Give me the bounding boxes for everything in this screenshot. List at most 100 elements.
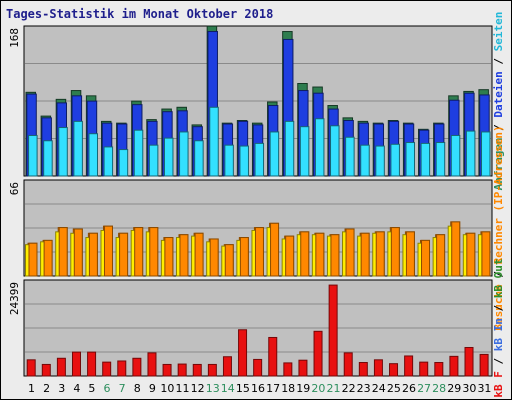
legend-bottom-panel-part-3: /: [492, 298, 505, 318]
bar-besuche-front-day-7: [119, 232, 129, 277]
x-tick-label-day-2: 2: [43, 382, 50, 395]
bar-seiten-day-3: [58, 127, 68, 177]
bar-seiten-day-15: [239, 145, 249, 177]
bar-seiten-day-21: [330, 125, 340, 177]
bar-kbf-day-2: [41, 363, 51, 377]
legend-top-panel-part-0: Anfragen: [492, 137, 505, 190]
bar-besuche-front-day-26: [405, 231, 415, 277]
bar-besuche-front-day-14: [224, 244, 234, 277]
bar-seiten-day-18: [284, 120, 295, 177]
bar-kbf-day-1: [26, 359, 36, 377]
bar-kbf-day-20: [313, 330, 323, 377]
bar-besuche-front-day-9: [149, 227, 159, 277]
bar-kbf-day-25: [389, 363, 399, 377]
bar-kbf-day-27: [419, 361, 429, 377]
x-tick-label-day-24: 24: [372, 382, 386, 395]
x-tick-label-day-18: 18: [281, 382, 295, 395]
bar-besuche-front-day-31: [481, 231, 491, 277]
x-tick-label-day-31: 31: [477, 382, 491, 395]
bar-seiten-day-22: [345, 136, 355, 177]
bar-besuche-front-day-6: [103, 225, 113, 277]
legend-middle-panel-part-1: /: [492, 264, 505, 284]
x-tick-label-day-15: 15: [236, 382, 250, 395]
bar-seiten-day-12: [194, 140, 204, 177]
bar-seiten-day-13: [209, 106, 219, 177]
bar-kbf-day-9: [147, 352, 157, 377]
bar-seiten-day-24: [375, 145, 385, 177]
bar-besuche-front-day-15: [239, 237, 249, 277]
x-tick-label-day-21: 21: [326, 382, 340, 395]
bar-seiten-day-5: [88, 133, 98, 177]
bar-seiten-day-27: [420, 142, 431, 177]
bar-kbf-day-26: [404, 355, 414, 377]
y-max-label: 66: [8, 182, 21, 195]
bar-besuche-front-day-11: [179, 234, 189, 277]
panel-2: 66: [8, 179, 493, 277]
legend-top-panel: Anfragen / Dateien / Seiten: [492, 12, 505, 191]
bar-besuche-front-day-27: [421, 239, 431, 277]
x-tick-label-day-7: 7: [119, 382, 126, 395]
y-max-label: 168: [8, 28, 21, 48]
bar-besuche-front-day-16: [254, 227, 264, 277]
y-max-label: 24399: [8, 282, 21, 315]
bar-kbf-day-17: [268, 336, 278, 377]
bar-seiten-day-17: [269, 131, 280, 177]
bar-kbf-day-6: [102, 361, 112, 377]
bar-seiten-day-7: [118, 149, 129, 177]
bar-seiten-day-20: [314, 118, 325, 177]
x-tick-label-day-11: 11: [176, 382, 190, 395]
bar-besuche-front-day-25: [390, 227, 400, 277]
x-tick-label-day-9: 9: [149, 382, 156, 395]
bar-besuche-front-day-5: [88, 232, 98, 277]
bar-seiten-day-30: [465, 130, 476, 177]
bar-besuche-front-day-21: [330, 234, 340, 277]
bar-kbf-day-28: [434, 362, 444, 377]
bar-seiten-day-25: [390, 143, 400, 177]
legend-top-panel-part-1: /: [492, 118, 505, 138]
x-tick-label-day-8: 8: [134, 382, 141, 395]
x-tick-label-day-10: 10: [160, 382, 174, 395]
bar-besuche-front-day-19: [300, 231, 310, 277]
x-tick-label-day-3: 3: [58, 382, 65, 395]
x-tick-label-day-25: 25: [387, 382, 401, 395]
x-tick-label-day-20: 20: [311, 382, 325, 395]
legend-top-panel-part-4: Seiten: [492, 12, 505, 52]
bar-kbf-day-15: [238, 329, 248, 377]
legend-middle-panel: Besuche / Rechner (IP-Adressen): [492, 125, 505, 330]
legend-bottom-panel-part-4: kB Out: [492, 258, 505, 298]
bar-seiten-day-23: [360, 144, 370, 177]
bar-kbf-day-14: [222, 356, 232, 377]
bar-besuche-front-day-3: [58, 227, 68, 277]
bar-kbf-day-30: [464, 346, 474, 377]
bar-seiten-day-1: [28, 134, 38, 177]
bar-seiten-day-19: [299, 126, 310, 177]
bar-kbf-day-23: [358, 362, 368, 377]
bar-besuche-front-day-29: [451, 221, 461, 277]
bar-besuche-front-day-23: [360, 232, 370, 277]
x-tick-label-day-1: 1: [28, 382, 35, 395]
bar-seiten-day-4: [73, 120, 83, 177]
bar-seiten-day-10: [163, 137, 174, 177]
x-tick-label-day-28: 28: [432, 382, 446, 395]
bar-kbf-day-3: [56, 357, 66, 377]
chart-title: Tages-Statistik im Monat Oktober 2018: [6, 7, 274, 21]
bar-kbf-day-11: [177, 363, 187, 377]
bar-kbf-day-4: [71, 351, 81, 377]
legend-top-panel-part-2: Dateien: [492, 71, 505, 117]
bar-seiten-day-29: [450, 134, 461, 177]
bar-seiten-day-9: [148, 144, 159, 177]
x-tick-label-day-22: 22: [342, 382, 356, 395]
bar-kbf-day-21: [328, 284, 338, 377]
legend-bottom-panel-part-1: /: [492, 351, 505, 371]
x-tick-label-day-13: 13: [206, 382, 220, 395]
legend-bottom-panel-part-2: kB In: [492, 318, 505, 351]
bar-kbf-day-8: [132, 357, 142, 377]
bar-kbf-day-29: [449, 355, 459, 377]
bar-besuche-front-day-24: [375, 231, 385, 277]
bar-seiten-day-11: [179, 131, 189, 177]
bar-seiten-day-8: [133, 129, 144, 177]
x-tick-label-day-27: 27: [417, 382, 431, 395]
bar-besuche-front-day-10: [164, 237, 174, 277]
x-tick-label-day-6: 6: [104, 382, 111, 395]
legend-bottom-panel: kB F / kB In / kB Out: [492, 258, 505, 397]
